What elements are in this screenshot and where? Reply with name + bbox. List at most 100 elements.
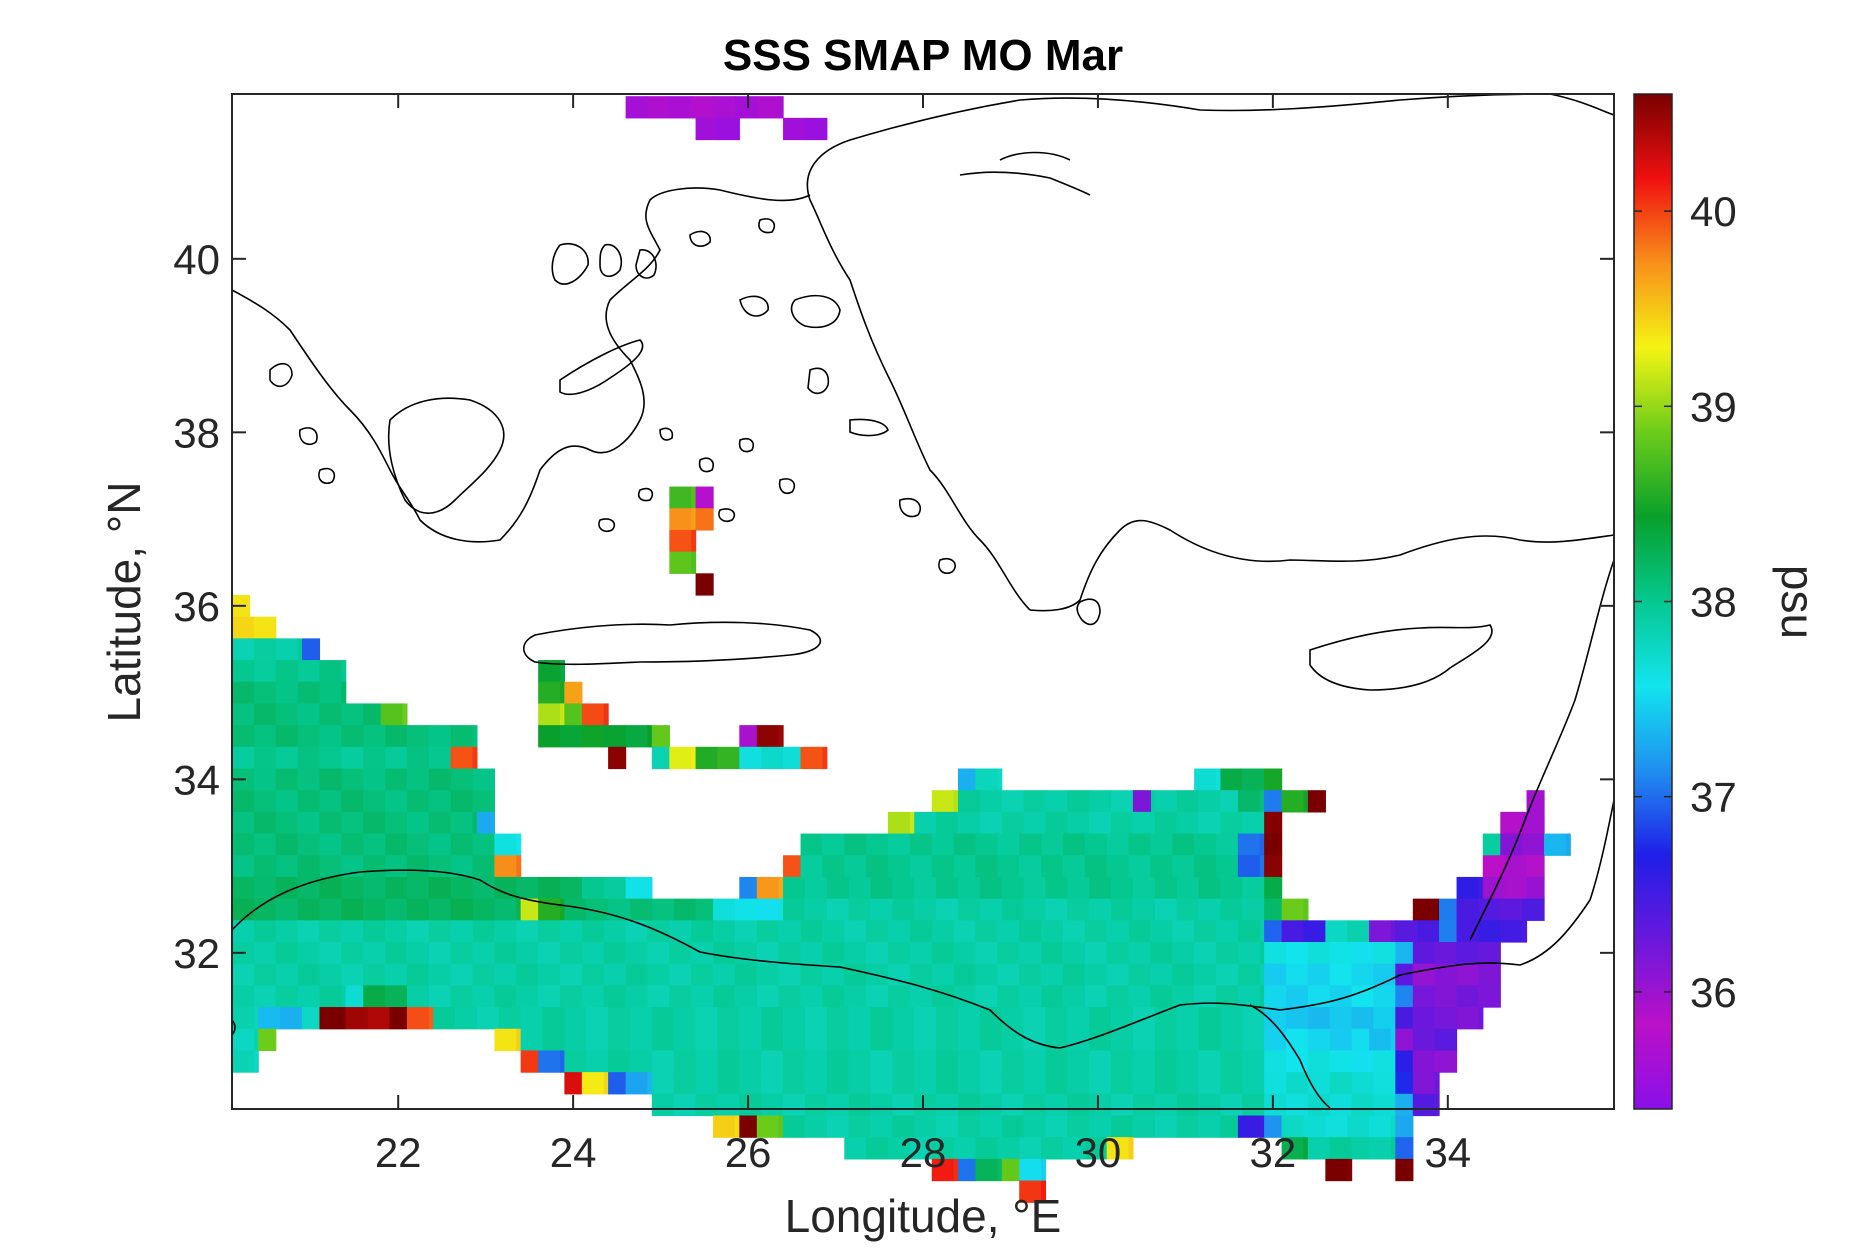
salinity-cell	[669, 508, 692, 531]
salinity-cell	[1242, 811, 1265, 835]
salinity-cell	[1412, 1093, 1436, 1117]
salinity-cell	[301, 1007, 321, 1030]
salinity-cell	[1390, 1028, 1396, 1052]
salinity-cell	[717, 746, 740, 770]
salinity-cell	[1439, 898, 1458, 921]
salinity-cell	[385, 898, 408, 921]
salinity-cell	[739, 1072, 762, 1095]
salinity-cell	[253, 920, 277, 943]
salinity-cell	[625, 725, 649, 748]
salinity-cell	[673, 1028, 697, 1052]
salinity-cell	[914, 1028, 937, 1052]
salinity-cell	[1023, 1115, 1047, 1138]
salinity-cell	[1220, 1115, 1239, 1138]
y-tick-label: 32	[173, 930, 220, 977]
salinity-cell	[253, 638, 277, 661]
salinity-cell	[1132, 811, 1156, 835]
salinity-cell	[1001, 1072, 1025, 1095]
salinity-cell	[739, 1115, 758, 1138]
salinity-cell	[1220, 1028, 1243, 1052]
salinity-cell	[848, 876, 872, 900]
salinity-cell	[581, 963, 605, 986]
salinity-cell	[1198, 1093, 1221, 1117]
salinity-cell	[673, 1050, 697, 1073]
salinity-cell	[1264, 942, 1287, 965]
x-tick-label: 24	[550, 1129, 597, 1176]
salinity-cell	[1264, 985, 1287, 1008]
salinity-cell	[953, 963, 977, 986]
salinity-cell	[691, 96, 714, 119]
salinity-cell	[953, 920, 977, 943]
salinity-cell	[870, 1050, 893, 1073]
salinity-cell	[669, 96, 692, 119]
salinity-cell	[1285, 1050, 1309, 1073]
y-tick-label: 36	[173, 583, 220, 630]
salinity-cell	[341, 985, 347, 1008]
salinity-cell	[822, 855, 845, 878]
salinity-cell	[870, 876, 893, 900]
salinity-cell	[1019, 920, 1042, 943]
salinity-cell	[1220, 1093, 1243, 1117]
salinity-cell	[341, 703, 364, 726]
salinity-cell	[1456, 942, 1480, 965]
salinity-cell	[669, 985, 692, 1008]
salinity-cell	[1390, 1115, 1396, 1138]
salinity-cell	[804, 1093, 828, 1117]
salinity-cell	[297, 833, 321, 856]
salinity-cell	[734, 963, 758, 986]
salinity-cell	[275, 638, 299, 661]
salinity-cell	[1281, 1115, 1305, 1138]
salinity-cell	[826, 876, 850, 900]
salinity-cell	[319, 876, 342, 900]
salinity-cell	[997, 768, 1003, 791]
salinity-cell	[603, 876, 627, 900]
x-tick-label: 28	[900, 1129, 947, 1176]
salinity-cell	[647, 96, 670, 119]
salinity-cell	[516, 876, 539, 900]
salinity-cell	[800, 963, 824, 986]
salinity-cell	[761, 1050, 784, 1073]
salinity-cell	[232, 985, 255, 1008]
salinity-cell	[713, 1115, 736, 1138]
salinity-cell	[608, 746, 627, 770]
salinity-cell	[1434, 898, 1440, 921]
salinity-cell	[297, 681, 321, 705]
salinity-cell	[450, 811, 474, 835]
salinity-cell	[1237, 1115, 1261, 1138]
salinity-cell	[560, 942, 583, 965]
salinity-cell	[232, 725, 255, 748]
salinity-cell	[1198, 1028, 1221, 1052]
salinity-cell	[1041, 1158, 1047, 1182]
salinity-cell	[997, 942, 1020, 965]
salinity-cell	[1526, 855, 1545, 878]
salinity-cell	[953, 985, 977, 1008]
salinity-cell	[581, 942, 605, 965]
salinity-cell	[560, 660, 565, 683]
salinity-cell	[1565, 833, 1571, 856]
salinity-cell	[1478, 942, 1501, 965]
salinity-cell	[1172, 833, 1195, 856]
salinity-cell	[822, 942, 845, 965]
salinity-cell	[319, 963, 342, 986]
salinity-cell	[870, 1007, 893, 1030]
salinity-cell	[1369, 920, 1392, 943]
salinity-cell	[1111, 1007, 1134, 1030]
salinity-cell	[1237, 855, 1261, 878]
salinity-cell	[625, 1072, 649, 1095]
salinity-cell	[957, 1158, 977, 1182]
salinity-cell	[232, 616, 255, 639]
salinity-cell	[1281, 920, 1305, 943]
salinity-cell	[756, 1115, 780, 1138]
salinity-cell	[1045, 898, 1068, 921]
salinity-cell	[756, 725, 780, 748]
salinity-cell	[1062, 963, 1086, 986]
salinity-cell	[1412, 963, 1436, 986]
salinity-cell	[542, 1028, 565, 1052]
salinity-cell	[892, 1115, 915, 1138]
salinity-cell	[428, 746, 452, 770]
salinity-cell	[253, 963, 277, 986]
salinity-cell	[1478, 1007, 1484, 1030]
salinity-cell	[997, 855, 1020, 878]
salinity-cell	[498, 1007, 522, 1030]
salinity-cell	[1281, 898, 1305, 921]
